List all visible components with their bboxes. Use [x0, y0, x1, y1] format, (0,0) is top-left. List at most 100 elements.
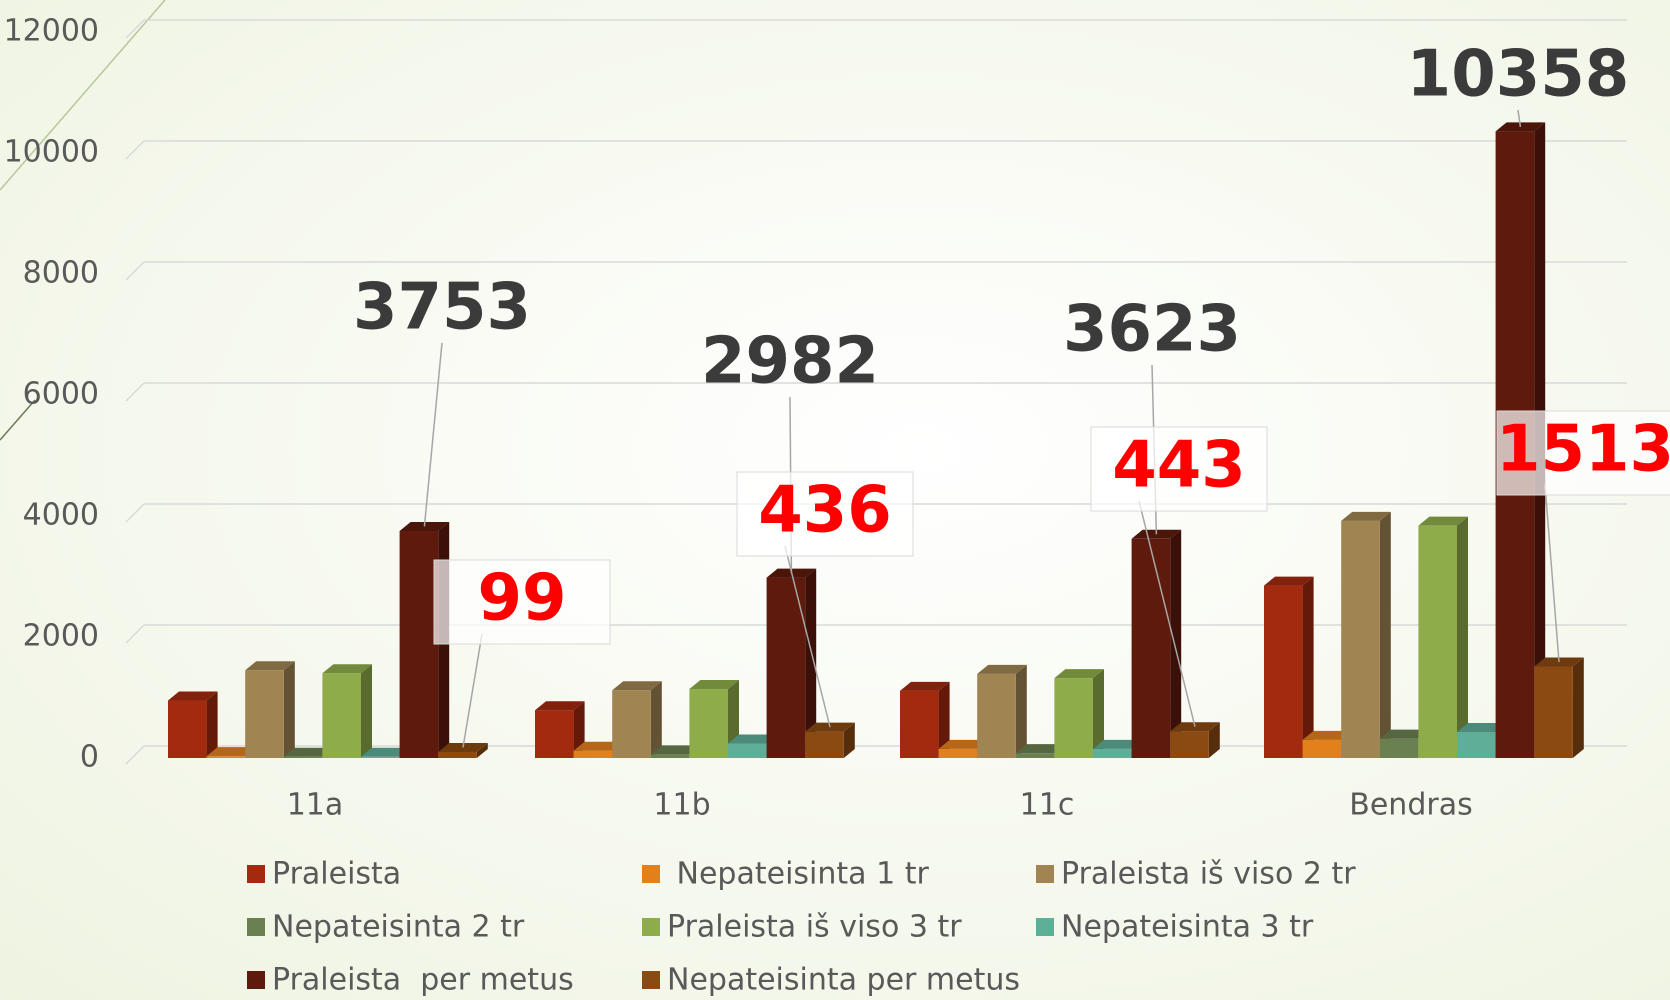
- bar-side: [805, 568, 817, 758]
- bar: [1170, 731, 1209, 758]
- y-tick-label: 6000: [23, 377, 99, 412]
- bar-top: [1015, 744, 1066, 754]
- bar-side: [573, 701, 585, 758]
- bar-top: [361, 747, 411, 757]
- legend-swatch: [1036, 918, 1054, 936]
- bar: [612, 690, 651, 758]
- bar: [1341, 520, 1380, 758]
- legend-swatch: [642, 971, 660, 989]
- legend-label: Praleista per metus: [272, 963, 574, 998]
- bar: [1264, 585, 1303, 758]
- bar-side: [283, 661, 295, 758]
- legend-label: Praleista: [272, 857, 401, 892]
- bar: [1054, 678, 1093, 758]
- bar-side: [1572, 657, 1584, 758]
- bar-top: [900, 681, 950, 691]
- x-tick-label: Bendras: [1349, 788, 1472, 823]
- bar-top: [322, 664, 372, 674]
- leader-line: [784, 545, 831, 728]
- leader-line: [1517, 109, 1522, 127]
- bar-top: [573, 741, 624, 751]
- bar-side: [361, 664, 372, 758]
- bar-top: [1093, 739, 1143, 749]
- bar-top: [1302, 730, 1353, 740]
- legend-swatch: [1036, 865, 1054, 883]
- bar-side: [1170, 529, 1182, 758]
- bar-side: [476, 743, 488, 758]
- bar: [1015, 753, 1055, 758]
- bar: [322, 673, 361, 758]
- x-tick-label: 11c: [1020, 788, 1075, 823]
- bar: [938, 748, 978, 758]
- bar: [1093, 748, 1132, 758]
- data-label: 3753: [353, 271, 531, 345]
- bar-side: [1208, 722, 1220, 758]
- bar-top: [1418, 516, 1468, 526]
- bar-top: [977, 664, 1027, 674]
- leader-line: [1544, 484, 1560, 663]
- bar: [1379, 738, 1419, 758]
- legend-label: Praleista iš viso 2 tr: [1061, 857, 1356, 892]
- y-tick-label: 12000: [4, 14, 99, 49]
- leader-line: [1138, 500, 1196, 727]
- bar: [573, 750, 613, 758]
- bar-top: [689, 680, 739, 690]
- bar: [805, 731, 844, 758]
- y-tick-label: 10000: [4, 135, 99, 170]
- bar-side: [1302, 576, 1314, 758]
- bar: [438, 752, 477, 758]
- label-box: [1496, 410, 1670, 496]
- label-box: [1090, 426, 1268, 512]
- bar-top: [206, 747, 257, 757]
- decoration: [0, 399, 36, 441]
- bar-top: [612, 681, 662, 691]
- legend-label: Nepateisinta per metus: [667, 963, 1020, 998]
- bar-top: [535, 701, 585, 711]
- legend-swatch: [247, 971, 265, 989]
- bar-side: [843, 722, 855, 758]
- grid-line: [125, 745, 145, 765]
- bar-side: [650, 681, 662, 758]
- data-label: 443: [1112, 429, 1246, 503]
- legend-label: Nepateisinta 3 tr: [1061, 910, 1314, 945]
- bar-top: [938, 739, 989, 749]
- bar: [399, 530, 439, 758]
- data-label: 3623: [1063, 293, 1241, 367]
- grid-line: [125, 624, 145, 644]
- grid-line: [125, 140, 145, 160]
- grid-line: [125, 261, 145, 281]
- bar-top: [1341, 511, 1391, 521]
- bar: [206, 756, 246, 758]
- legend-swatch: [642, 918, 660, 936]
- data-label: 1513: [1496, 413, 1670, 487]
- x-tick-label: 11b: [653, 788, 710, 823]
- bar-side: [1093, 669, 1104, 758]
- y-tick-label: 2000: [23, 619, 99, 654]
- leader-line: [423, 342, 443, 527]
- legend-label: Praleista iš viso 3 tr: [667, 910, 962, 945]
- bar: [728, 743, 767, 758]
- data-label: 99: [477, 562, 566, 636]
- bar-top: [1379, 729, 1430, 739]
- bar-top: [1457, 722, 1507, 732]
- bar: [1457, 731, 1496, 758]
- legend-swatch: [642, 865, 660, 883]
- bar-side: [1379, 511, 1391, 758]
- bar-side: [1457, 516, 1468, 758]
- bar-top: [283, 747, 334, 757]
- legend-swatch: [247, 865, 265, 883]
- grid-line: [125, 503, 145, 523]
- bar: [283, 756, 323, 758]
- legend-swatch: [247, 918, 265, 936]
- bar-side: [206, 691, 218, 758]
- y-tick-label: 4000: [23, 498, 99, 533]
- bar: [650, 754, 690, 758]
- bar: [168, 700, 207, 758]
- bar: [689, 689, 728, 758]
- bar: [766, 577, 806, 758]
- bar-side: [938, 681, 950, 758]
- bar-side: [1015, 664, 1027, 758]
- bar: [1534, 666, 1573, 758]
- bar-top: [650, 745, 701, 755]
